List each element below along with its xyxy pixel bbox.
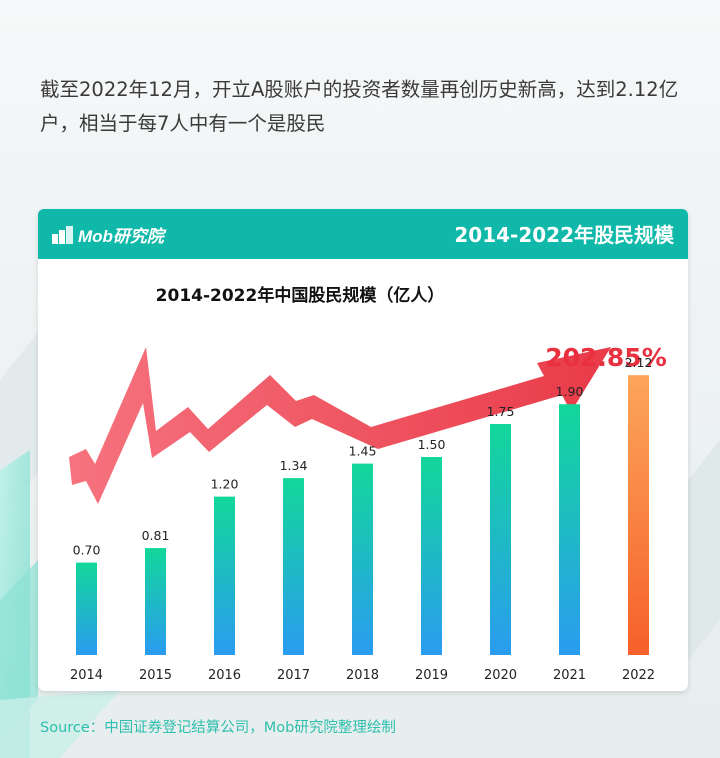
- x-tick-2022: 2022: [622, 668, 655, 683]
- bar-2017: [283, 478, 304, 655]
- bar-2015: [145, 548, 166, 655]
- x-tick-2018: 2018: [346, 668, 379, 683]
- bar-2019: [421, 457, 442, 655]
- bar-2022: [628, 375, 649, 655]
- card-title: 2014-2022年股民规模: [454, 223, 674, 247]
- bar-2016: [214, 496, 235, 655]
- source-note: Source：中国证券登记结算公司，Mob研究院整理绘制: [40, 720, 396, 736]
- trend-arrow-icon: [69, 347, 611, 504]
- x-tick-2015: 2015: [139, 668, 172, 683]
- brand-name: Mob研究院: [78, 227, 164, 246]
- value-label-2019: 1.50: [418, 437, 446, 452]
- chart-title: 2014-2022年中国股民规模（亿人）: [156, 285, 445, 306]
- bar-2021: [559, 404, 580, 655]
- value-label-2016: 1.20: [211, 477, 239, 492]
- value-label-2015: 0.81: [142, 528, 170, 543]
- bar-2018: [352, 463, 373, 655]
- x-tick-2019: 2019: [415, 668, 448, 683]
- value-label-2022: 2.12: [625, 355, 653, 370]
- value-label-2014: 0.70: [73, 543, 101, 558]
- bar-2014: [76, 562, 97, 655]
- chart-area: 2014-2022年中国股民规模（亿人） 202.85% 0.70 0.81 1.2…: [38, 259, 688, 691]
- value-label-2021: 1.90: [556, 384, 584, 399]
- value-label-2018: 1.45: [349, 444, 377, 459]
- headline-text: 截至2022年12月，开立A股账户的投资者数量再创历史新高，达到2.12亿户，相…: [40, 78, 679, 135]
- value-label-2017: 1.34: [280, 458, 308, 473]
- bar-chart: 2014-2022年中国股民规模（亿人） 202.85% 0.70 0.81 1.2…: [69, 285, 667, 683]
- logo-icon: [52, 225, 73, 244]
- x-tick-2017: 2017: [277, 668, 310, 683]
- x-tick-2021: 2021: [553, 668, 586, 683]
- value-label-2020: 1.75: [487, 404, 515, 419]
- x-tick-2020: 2020: [484, 668, 517, 683]
- x-tick-2014: 2014: [70, 668, 103, 683]
- brand-logo: Mob研究院: [52, 222, 164, 247]
- bar-2020: [490, 424, 511, 655]
- growth-annotation: 202.85%: [545, 343, 667, 372]
- x-tick-2016: 2016: [208, 668, 241, 683]
- card-header: Mob研究院 2014-2022年股民规模: [38, 209, 688, 259]
- chart-card: Mob研究院 2014-2022年股民规模 2014-2022年中国股民规模（亿: [38, 209, 688, 691]
